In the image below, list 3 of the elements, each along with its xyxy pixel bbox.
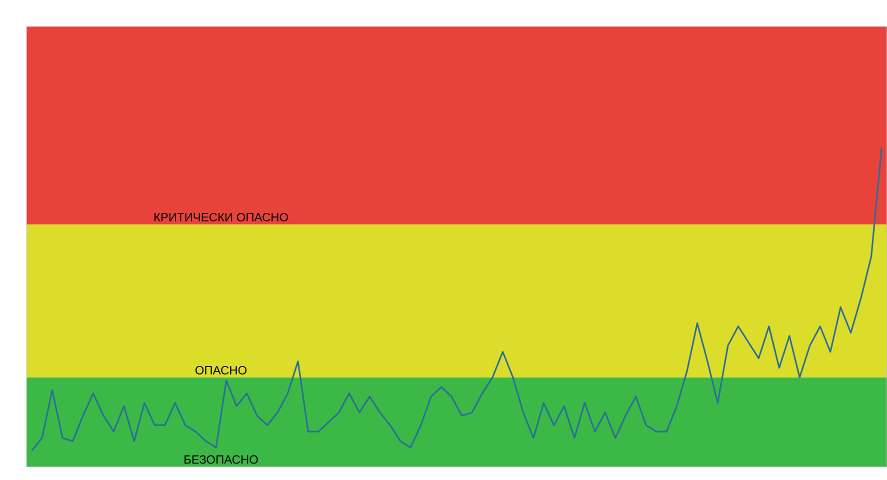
band-label: КРИТИЧЕСКИ ОПАСНО [154,212,288,222]
band-label: ОПАСНО [195,366,247,374]
band-label: БЕЗОПАСНО [184,455,258,464]
